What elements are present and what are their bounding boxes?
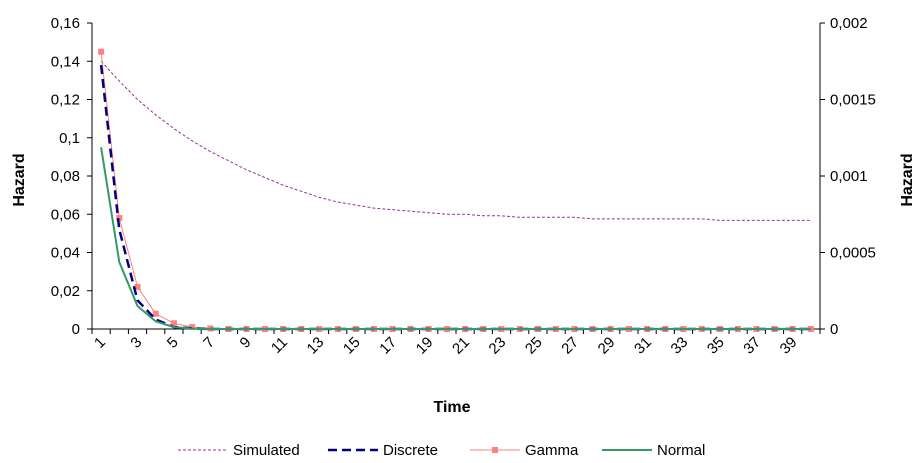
y-tick-label: 0,16: [51, 15, 80, 32]
y2-tick-label: 0: [830, 321, 838, 338]
data-point-gamma: [116, 215, 123, 222]
x-tick-label: 25: [522, 334, 546, 358]
series-line-normal: [100, 147, 811, 330]
y-tick-label: 0,08: [51, 168, 80, 185]
series-lines: [98, 48, 814, 332]
x-tick-label: 27: [558, 334, 582, 358]
legend-marker-gamma: [492, 447, 498, 453]
y-tick-label: 0,06: [51, 206, 80, 223]
y2-tick-label: 0,0005: [830, 245, 876, 262]
x-tick-label: 21: [449, 334, 473, 358]
y2-axis-ticks: 0 0,0005 0,001 0,0015 0,002: [820, 15, 876, 338]
x-tick-label: 17: [376, 334, 400, 358]
x-tick-label: 23: [486, 334, 510, 358]
data-point-gamma: [170, 320, 177, 327]
y-tick-label: 0,04: [51, 245, 80, 262]
series-line-discrete: [99, 64, 811, 331]
axes: [91, 23, 821, 330]
y2-tick-label: 0,002: [830, 15, 868, 32]
x-tick-label: 35: [704, 334, 728, 358]
y2-tick-label: 0,0015: [830, 92, 876, 109]
x-tick-label: 7: [200, 334, 218, 352]
x-axis-title: Time: [433, 399, 470, 416]
data-point-gamma: [189, 324, 196, 331]
x-tick-label: 11: [268, 334, 291, 357]
legend-label-gamma: Gamma: [525, 442, 579, 459]
y-tick-label: 0,14: [51, 53, 80, 70]
data-point-gamma: [152, 310, 159, 317]
legend-label-discrete: Discrete: [383, 442, 438, 459]
y-axis-ticks: 0 0,02 0,04 0,06 0,08 0,1 0,12 0,14 0,16: [51, 15, 92, 338]
y-axis-title: Hazard: [11, 153, 28, 206]
x-tick-label: 31: [631, 334, 655, 358]
x-tick-label: 1: [91, 334, 109, 352]
y2-axis-title: Hazard: [899, 153, 916, 206]
x-tick-label: 9: [237, 334, 255, 352]
legend: Simulated Discrete Gamma Normal: [178, 442, 705, 459]
data-point-gamma: [98, 48, 105, 55]
x-tick-label: 5: [164, 334, 182, 352]
y-tick-label: 0: [72, 321, 80, 338]
legend-label-normal: Normal: [657, 442, 705, 459]
x-tick-label: 15: [340, 334, 364, 358]
x-tick-label: 3: [127, 334, 145, 352]
x-tick-label: 19: [413, 334, 437, 358]
legend-label-simulated: Simulated: [233, 442, 300, 459]
x-tick-label: 29: [595, 334, 619, 358]
data-point-gamma: [134, 283, 141, 290]
y2-tick-label: 0,001: [830, 168, 868, 185]
x-tick-label: 33: [668, 334, 692, 358]
y-tick-label: 0,12: [51, 92, 80, 109]
series-line-gamma: [100, 51, 811, 330]
x-axis-ticks: 1 3 5 7 9 11 13 15 17 19 21 23 25 27 29 31 33 35 37 39: [91, 329, 821, 358]
x-tick-label: 13: [304, 334, 328, 358]
y-tick-label: 0,1: [59, 130, 80, 147]
series-line-simulated: [100, 60, 811, 221]
x-tick-label: 39: [777, 334, 801, 358]
x-tick-label: 37: [740, 334, 764, 358]
y-tick-label: 0,02: [51, 283, 80, 300]
